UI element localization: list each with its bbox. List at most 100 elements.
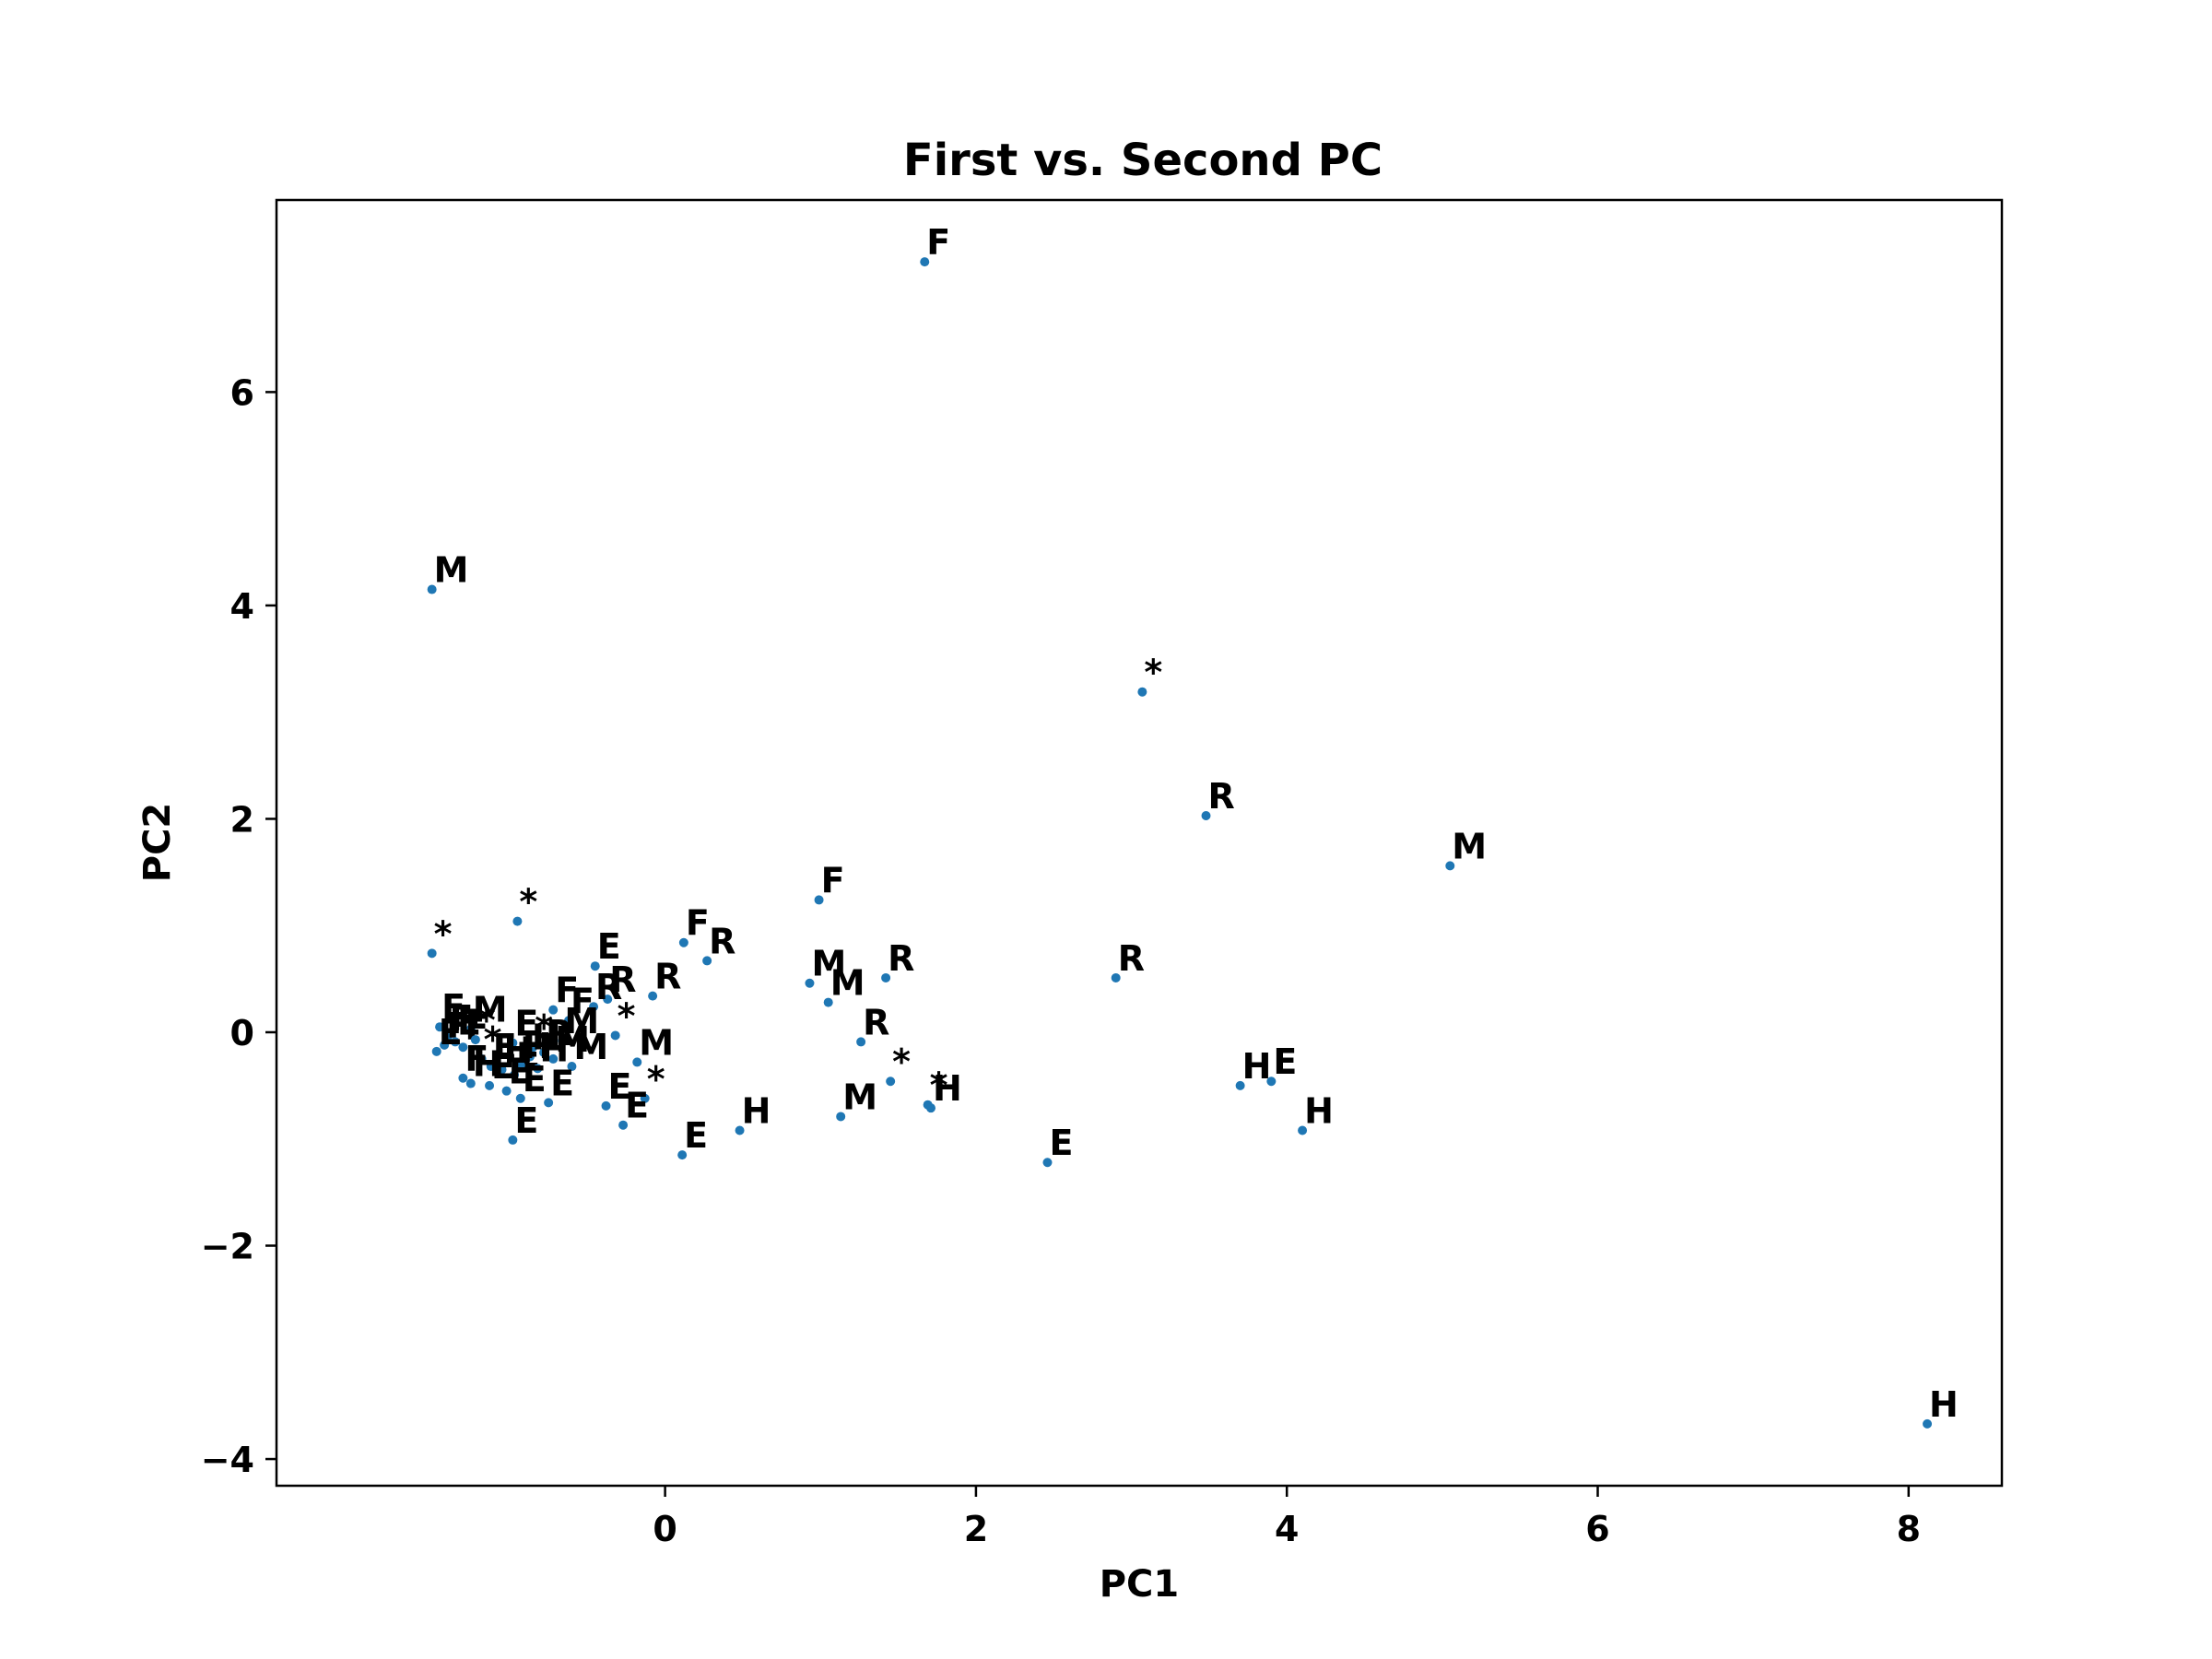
data-point [920, 257, 930, 267]
data-point-label: * [484, 1019, 502, 1060]
data-point [458, 1073, 468, 1083]
data-point [881, 972, 891, 982]
data-point [886, 1077, 896, 1087]
data-point [515, 1060, 525, 1070]
data-point-label: * [477, 1000, 496, 1041]
data-point [508, 1038, 518, 1048]
x-axis-label: PC1 [1100, 1563, 1180, 1606]
data-point [465, 1078, 476, 1088]
data-point [1137, 687, 1147, 697]
x-axis-ticks: 0 2 4 6 8 [653, 1486, 1921, 1549]
data-point [497, 1065, 507, 1075]
data-point [1445, 861, 1455, 871]
data-point [508, 1135, 518, 1145]
data-point-label: R [595, 967, 622, 1007]
data-point-label: E [597, 926, 621, 967]
data-point [465, 1024, 476, 1034]
data-point-label: M [473, 990, 508, 1030]
data-point [1111, 972, 1121, 982]
data-point-label: * [930, 1065, 948, 1106]
data-point-label: M [830, 963, 865, 1004]
data-point-label: F [571, 981, 594, 1021]
data-point [603, 994, 613, 1005]
data-point [1266, 1077, 1277, 1087]
data-point-label: R [546, 1013, 572, 1053]
data-point-label: E [441, 987, 465, 1028]
data-point [1042, 1158, 1053, 1168]
data-point [702, 956, 712, 966]
data-point-label: E [1273, 1041, 1297, 1082]
data-point-label: E [514, 1004, 538, 1044]
data-point-label: E [509, 1052, 533, 1092]
data-point [524, 1052, 535, 1062]
data-point [632, 1057, 642, 1067]
data-point [435, 1022, 445, 1032]
y-tick-label: 0 [230, 1013, 254, 1053]
data-point-label: * [434, 913, 453, 954]
data-point-label: H [1242, 1046, 1272, 1087]
data-point [567, 1062, 577, 1072]
data-point-label: R [888, 938, 914, 979]
data-point-label: E [1049, 1123, 1073, 1163]
data-point-label: H [742, 1090, 771, 1131]
data-point-label: M [1452, 826, 1487, 866]
data-point-label: F [555, 971, 579, 1011]
data-point-label: E [608, 1066, 632, 1107]
data-point-label: H [473, 1044, 502, 1085]
data-point [564, 1016, 574, 1026]
data-point-label: R [709, 921, 735, 961]
data-point [836, 1112, 846, 1122]
data-point-label: * [892, 1041, 911, 1082]
data-point-label: H [1929, 1384, 1959, 1425]
data-point [539, 1047, 549, 1057]
data-point-label: F [926, 222, 950, 263]
data-point [477, 1053, 487, 1064]
y-tick-label: −4 [201, 1440, 254, 1480]
data-point [501, 1086, 512, 1096]
data-point [528, 1042, 538, 1053]
data-point [814, 895, 824, 905]
data-point-label: R [1118, 938, 1145, 979]
data-point [485, 1080, 495, 1090]
data-point-label: F [450, 998, 474, 1039]
data-point-label: M [842, 1077, 877, 1117]
data-point [544, 1098, 554, 1108]
data-point-label: F [821, 860, 845, 900]
data-point [926, 1103, 936, 1113]
y-tick-label: 4 [230, 586, 254, 627]
data-point-label: E [523, 1059, 547, 1100]
data-point [558, 1036, 568, 1046]
data-point [823, 997, 833, 1007]
data-point [431, 1046, 441, 1056]
y-axis-ticks: −4 −2 0 2 4 6 [201, 372, 276, 1480]
data-point [677, 1150, 688, 1160]
data-point [548, 1005, 559, 1015]
data-point-label: * [519, 882, 537, 923]
data-point-label: R [863, 1002, 889, 1042]
data-point-label: R [654, 957, 681, 997]
data-point [735, 1125, 745, 1135]
data-point [678, 937, 688, 947]
data-point [510, 1070, 520, 1080]
data-point [590, 961, 600, 971]
data-point-label: M [555, 1019, 590, 1060]
x-tick-label: 0 [653, 1509, 677, 1549]
data-point-label: E [491, 1046, 515, 1087]
data-point-label: E [493, 1027, 517, 1067]
data-point-label: * [535, 1007, 553, 1048]
data-point [440, 1040, 450, 1050]
y-axis-label: PC2 [136, 803, 179, 883]
data-point [458, 1042, 468, 1053]
data-point-label: * [618, 995, 636, 1036]
plot-area-frame [275, 198, 2004, 1488]
y-tick-label: 2 [230, 799, 254, 840]
x-tick-label: 8 [1897, 1509, 1921, 1549]
data-point [856, 1037, 866, 1047]
data-point [450, 1037, 460, 1047]
data-point [548, 1053, 559, 1064]
data-point [601, 1100, 611, 1111]
data-point [515, 1093, 525, 1103]
data-point [427, 584, 437, 594]
